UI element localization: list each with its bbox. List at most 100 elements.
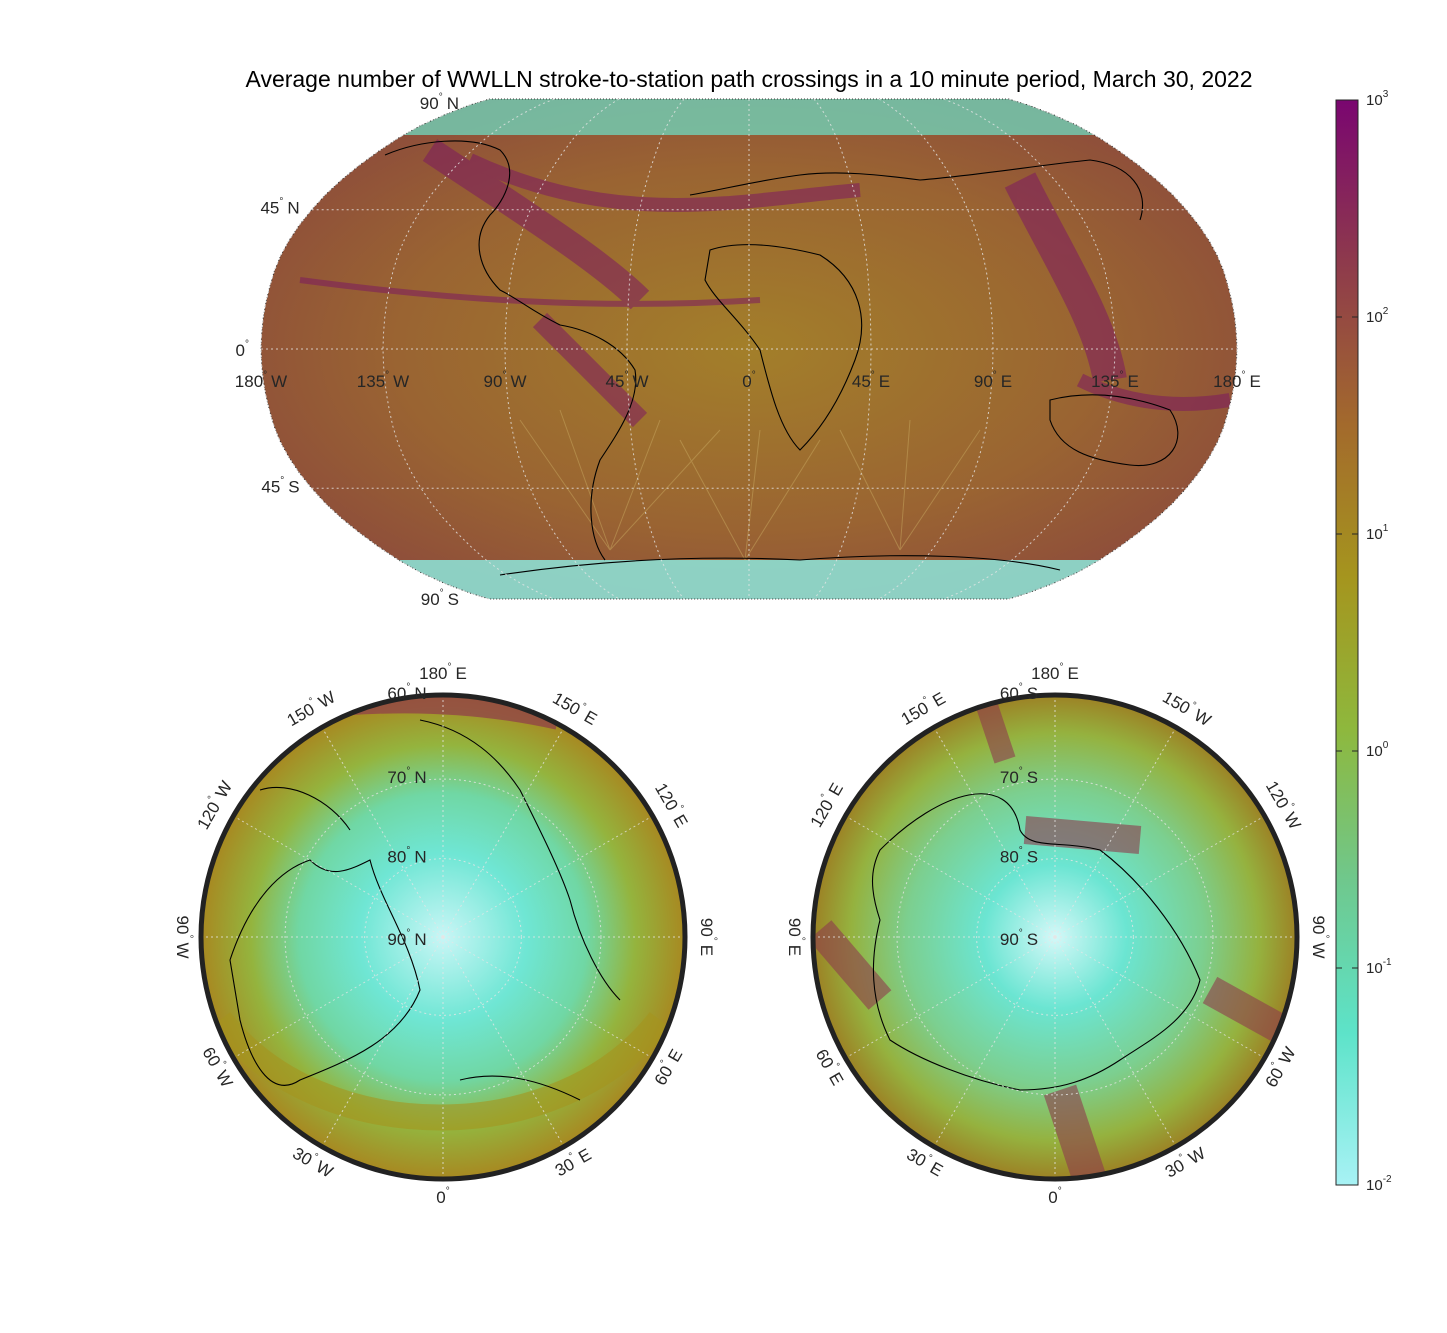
south-polar-labels: 60° S70° S80° S90° S0°30°W60°W90°W120°W150°W… [785, 662, 1331, 1208]
meridian-line [234, 816, 444, 938]
hemisphere: E [1250, 372, 1261, 391]
hemisphere: E [1001, 372, 1012, 391]
lat-tick-label: 90° S [421, 588, 459, 610]
degree-mark: ° [245, 339, 249, 350]
meridian-line [1008, 98, 1238, 600]
hemisphere: W [211, 1067, 235, 1090]
latitude-label: 70° S [1000, 766, 1038, 788]
longitude-label-text: 90° W [1309, 916, 1331, 959]
degree-mark: ° [311, 1151, 320, 1163]
tick-value: 135 [1091, 372, 1119, 391]
latitude-label: 70° N [387, 766, 426, 788]
tick-value: 60 [1262, 1065, 1288, 1091]
colorbar-tick-label: 101 [1366, 523, 1389, 543]
coastlines [384, 140, 1179, 576]
degree-mark: ° [279, 196, 283, 207]
tick-value: 0 [1048, 1188, 1057, 1207]
south-coastlines [872, 793, 1201, 1091]
lon-tick-label-text: 135° W [357, 370, 409, 392]
lat-tick-label-text: 0° [236, 339, 249, 361]
lon-tick-label: 45° W [606, 370, 649, 392]
latitude-ring [364, 858, 522, 1016]
degree-mark: ° [307, 695, 316, 707]
degree-mark: ° [795, 937, 806, 941]
longitude-label-text: 0° [1048, 1186, 1061, 1208]
lon-tick-label-text: 180° W [235, 370, 287, 392]
tick-value: 45 [261, 478, 280, 497]
tick-value: 90 [484, 372, 503, 391]
degree-mark: ° [658, 1058, 670, 1067]
longitude-label: 180° E [1031, 662, 1079, 684]
hemisphere: E [669, 812, 691, 831]
hemisphere: E [575, 1145, 594, 1167]
longitude-label-text: 180° E [1031, 662, 1079, 684]
hemisphere: W [271, 372, 287, 391]
latitude-label-text: 90° N [387, 928, 426, 950]
degree-mark: ° [1019, 766, 1023, 777]
latitude-label: 80° N [387, 845, 426, 867]
south-polar-frame [810, 692, 1300, 1182]
latitude-label-text: 70° S [1000, 766, 1038, 788]
lat-tick-label-text: 90° N [420, 92, 459, 114]
path-crossing-streaks [299, 139, 1232, 428]
lat-tick-label: 45° S [261, 475, 299, 497]
north-polar-map: 60° N70° N80° N90° N0°30°E60°E90°E120°E150°E… [173, 662, 719, 1208]
hemisphere: E [785, 945, 804, 956]
hemisphere: E [697, 945, 716, 956]
degree-mark: ° [406, 682, 410, 693]
degree-mark: ° [707, 937, 718, 941]
tick-value: 150 [549, 689, 583, 720]
tick-value: 90 [420, 94, 439, 113]
hemisphere: E [825, 1069, 847, 1088]
chart-title: Average number of WWLLN stroke-to-statio… [246, 66, 1253, 92]
longitude-label-text: 180° E [419, 662, 467, 684]
tick-value: 45 [260, 199, 279, 218]
southern-fans [519, 409, 981, 561]
degree-mark: ° [1019, 928, 1023, 939]
colorbar-tick-label: 10-1 [1366, 957, 1392, 977]
degree-mark: ° [674, 803, 686, 812]
tick-value: 80 [387, 848, 406, 867]
south-polar-map: 60° S70° S80° S90° S0°30°W60°W90°W120°W150°W… [785, 662, 1331, 1208]
degree-mark: ° [921, 694, 930, 706]
lat-tick-label: 45° N [260, 196, 299, 218]
degree-mark: ° [1242, 370, 1246, 381]
longitude-label: 0° [1048, 1186, 1061, 1208]
lon-tick-label: 135° W [357, 370, 409, 392]
hemisphere: W [1309, 942, 1328, 958]
latitude-ring [284, 778, 602, 1096]
hemisphere: E [879, 372, 890, 391]
meridian-line [846, 936, 1056, 1058]
meridian-line [1054, 936, 1264, 1058]
lat-tick-label: 90° N [420, 92, 459, 114]
hemisphere: W [212, 778, 236, 801]
degree-mark: ° [1019, 845, 1023, 856]
meridian-line [934, 728, 1056, 938]
degree-mark: ° [183, 934, 194, 938]
tick-value: 0 [742, 372, 751, 391]
latitude-label-text: 80° S [1000, 845, 1038, 867]
south-polar-features [815, 697, 1295, 1177]
tick-value: 60 [387, 684, 406, 703]
hemisphere: E [456, 664, 467, 683]
degree-mark: ° [1120, 370, 1124, 381]
degree-mark: ° [819, 792, 831, 801]
tick-base: 10 [1366, 309, 1383, 326]
lon-tick-label: 90° W [484, 370, 527, 392]
lon-tick-label: 180° W [235, 370, 287, 392]
longitude-label-text: 90° W [173, 916, 195, 959]
latitude-ring [976, 858, 1134, 1016]
colorbar-tick-label: 10-2 [1366, 1174, 1392, 1194]
degree-mark: ° [993, 370, 997, 381]
degree-mark: ° [406, 845, 410, 856]
meridian-line [322, 728, 444, 938]
meridian-line [442, 728, 564, 938]
degree-mark: ° [1269, 1060, 1281, 1069]
degree-mark: ° [446, 1186, 450, 1197]
tick-value: 60 [1000, 684, 1019, 703]
meridian-line [1054, 728, 1176, 938]
hemisphere: W [1276, 1044, 1300, 1067]
hemisphere: E [930, 689, 949, 711]
